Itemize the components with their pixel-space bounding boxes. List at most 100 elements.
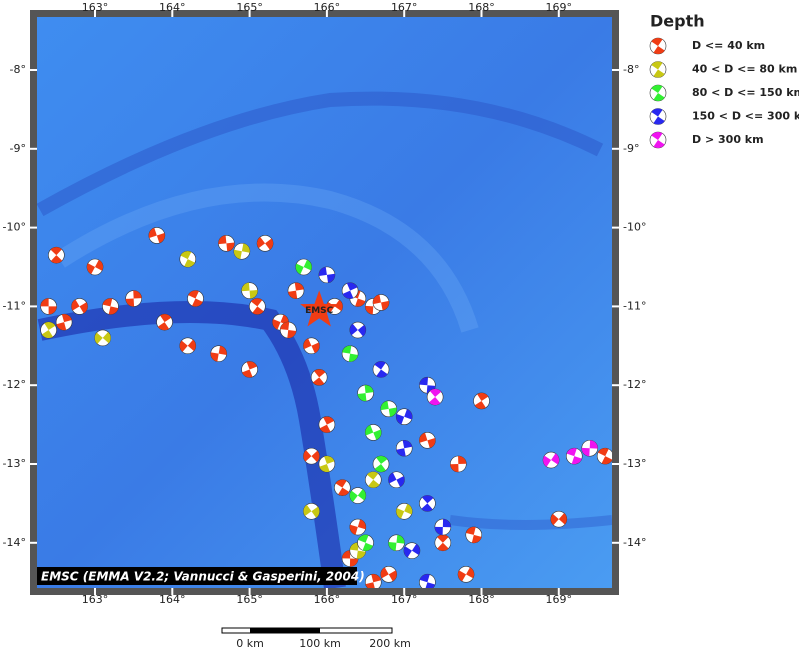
epicenter-label: EMSC [305, 306, 334, 316]
lat-label: -9° [623, 142, 639, 155]
event-marker [419, 376, 436, 394]
lon-label: 166° [314, 1, 341, 14]
beachball-quadrant [571, 456, 582, 465]
beachball-quadrant [429, 397, 441, 406]
beachball-quadrant [210, 352, 219, 362]
event-marker [364, 471, 382, 489]
event-marker [388, 471, 405, 489]
beachball-quadrant [426, 385, 436, 394]
beachball-quadrant [233, 249, 242, 260]
event-marker [102, 298, 119, 315]
beachball-quadrant [427, 437, 436, 448]
beachball-quadrant [71, 299, 80, 311]
beachball-quadrant [653, 46, 665, 54]
lat-label: -14° [623, 536, 646, 549]
event-marker [218, 235, 235, 252]
beachball-quadrant [558, 513, 567, 525]
event-marker [372, 455, 390, 473]
beachball-quadrant [294, 282, 304, 291]
beachball-quadrant [242, 369, 253, 378]
beachball-quadrant [102, 331, 111, 344]
beachball-quadrant [94, 332, 103, 344]
beachball-quadrant [287, 330, 297, 339]
legend-label: 40 < D <= 80 km [692, 63, 797, 76]
lon-label: 165° [236, 593, 263, 606]
beachball-quadrant [157, 322, 170, 331]
event-marker [388, 534, 405, 552]
event-marker [403, 542, 421, 559]
beachball-quadrant [651, 108, 663, 117]
event-marker [349, 321, 367, 339]
beachball-quadrant [323, 416, 335, 425]
beachball-quadrant [651, 61, 663, 70]
beachball-quadrant [550, 513, 559, 526]
event-marker [581, 439, 599, 457]
beachball-quadrant [365, 305, 374, 315]
event-marker [357, 384, 374, 402]
beachball-quadrant [125, 298, 135, 307]
event-marker [434, 518, 452, 536]
event-marker [542, 451, 560, 469]
beachball-quadrant [95, 259, 103, 271]
beachball-quadrant [148, 227, 157, 239]
beachball-quadrant [380, 400, 389, 411]
event-marker [395, 502, 413, 520]
beachball-quadrant [319, 464, 330, 472]
beachball-quadrant [303, 338, 312, 350]
beachball-quadrant [380, 567, 389, 579]
beachball-quadrant [362, 542, 373, 551]
beachball-quadrant [313, 377, 325, 386]
event-marker [419, 573, 436, 588]
epicenter-star [300, 290, 339, 327]
beachball-quadrant [326, 273, 335, 283]
beachball-quadrant [265, 238, 274, 250]
beachball-quadrant [357, 324, 366, 337]
event-marker [295, 258, 313, 276]
beachball-quadrant [388, 570, 397, 582]
event-marker [303, 447, 320, 465]
beachball-quadrant [396, 534, 405, 544]
event-marker [310, 369, 328, 386]
beachball-quadrant [349, 323, 358, 336]
beachball-quadrant [477, 392, 489, 401]
beachball-quadrant [251, 298, 263, 307]
beachball-quadrant [303, 504, 312, 516]
lon-label: 169° [546, 1, 573, 14]
beachball-quadrant [180, 251, 192, 260]
scale-bar [221, 627, 393, 634]
event-marker [303, 337, 320, 355]
beachball-quadrant [61, 314, 72, 323]
lon-label: 163° [82, 1, 109, 14]
event-marker [465, 526, 483, 544]
event-marker [357, 534, 374, 552]
event-marker [364, 424, 382, 441]
beachball-quadrant [396, 476, 405, 487]
beachball-quadrant [388, 541, 397, 551]
beachball-quadrant [338, 487, 350, 496]
event-marker [94, 329, 112, 347]
beachball-quadrant [349, 558, 359, 567]
beachball-quadrant [653, 93, 665, 101]
beachball-quadrant [357, 519, 366, 530]
beachball-quadrant [311, 506, 320, 518]
beachball-quadrant [471, 534, 482, 543]
beachball-quadrant [373, 429, 382, 440]
event-marker [419, 495, 436, 512]
bathymetry [37, 91, 612, 588]
event-marker [40, 321, 57, 339]
beachball-quadrant [192, 298, 203, 307]
beachball-quadrant [342, 345, 352, 354]
lon-label: 164° [159, 593, 186, 606]
beachball-quadrant [41, 330, 53, 339]
beachball-quadrant [79, 302, 88, 314]
event-marker [71, 298, 88, 315]
event-marker [179, 337, 197, 355]
beachball-quadrant [365, 582, 375, 588]
beachball-quadrant [458, 456, 467, 464]
beachball-quadrant [246, 361, 258, 370]
beachball-quadrant [295, 263, 304, 275]
event-marker [241, 282, 258, 299]
lat-label: -9° [10, 142, 26, 155]
beachball-quadrant [357, 489, 366, 501]
beachball-quadrant [218, 345, 227, 356]
